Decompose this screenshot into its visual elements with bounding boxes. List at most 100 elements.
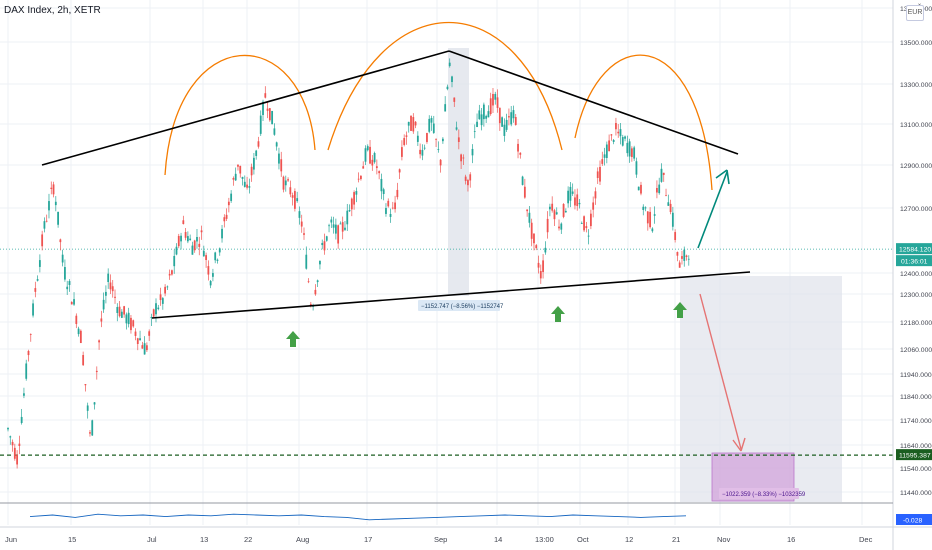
candle-body [587, 235, 590, 237]
candle-body [407, 121, 410, 126]
price-tick-label: 12900.000 [900, 163, 932, 170]
candle-body [357, 178, 360, 180]
candle-body [193, 240, 196, 251]
candle-body [476, 121, 478, 127]
candle-body [95, 370, 98, 373]
candle-body [86, 405, 89, 411]
candle-body [617, 131, 620, 134]
price-tick-label: 13500.000 [900, 40, 932, 47]
candle-body [314, 289, 317, 295]
candle-body [378, 171, 381, 174]
candle-body [485, 115, 488, 119]
price-tick-label: 11640.000 [900, 443, 932, 450]
candle-body [382, 189, 385, 195]
candle-body [325, 236, 328, 241]
candle-body [501, 117, 503, 127]
candle-body [403, 138, 406, 145]
candle-body [287, 179, 289, 181]
candle-body [603, 154, 606, 158]
candle-body [214, 252, 217, 261]
countdown-badge [896, 255, 932, 267]
candle-body [157, 307, 160, 310]
candle-body [364, 148, 367, 162]
candle-body [391, 207, 394, 209]
measure-label-2-bg [719, 488, 799, 499]
candle-body [489, 98, 492, 115]
candle-body [441, 138, 444, 142]
candle-body [551, 203, 554, 211]
candle-body [20, 416, 23, 424]
candle-body [583, 216, 585, 231]
candle-body [681, 256, 683, 259]
projection-down-line [699, 293, 742, 450]
candle-body [32, 303, 34, 316]
candle-body [624, 136, 626, 139]
candle-body [389, 213, 392, 217]
candle-body [339, 223, 342, 225]
candle-body [205, 255, 207, 260]
candle-body [665, 195, 667, 197]
candle-body [268, 108, 271, 121]
candle-body [571, 191, 574, 194]
candle-body [198, 243, 201, 247]
candle-body [307, 281, 310, 283]
candle-body [175, 246, 178, 255]
support-arrow-2 [551, 306, 565, 322]
rsi-line [29, 513, 687, 521]
candle-body [293, 191, 296, 209]
price-tick-label: 12400.000 [900, 271, 932, 278]
candle-body [537, 262, 540, 268]
candle-body [114, 296, 116, 298]
time-tick-label: Oct [577, 535, 590, 544]
current-price-badge [896, 243, 932, 255]
candle-body [91, 420, 94, 436]
candle-body [221, 228, 223, 239]
candle-body [398, 169, 401, 173]
candle-body [599, 166, 601, 182]
upper-trendline-right [448, 50, 739, 155]
projection-down-head [732, 437, 746, 452]
candle-body [321, 242, 324, 246]
candle-body [401, 147, 403, 157]
candle-body [671, 212, 674, 227]
candle-body [457, 137, 460, 142]
time-tick-label: 13 [200, 535, 208, 544]
candle-body [66, 286, 69, 290]
candle-body [564, 210, 567, 213]
candle-body [546, 218, 549, 233]
measure-label-1: −1152.747 (−8.56%) −1152747 [421, 304, 504, 310]
candle-body [218, 248, 221, 253]
candle-body [70, 301, 73, 305]
candle-body [435, 138, 437, 140]
candle-body [405, 135, 408, 137]
candle-body [225, 214, 228, 219]
candle-body [514, 117, 517, 125]
candle-body [171, 270, 173, 275]
candle-body [676, 252, 679, 256]
candle-body [601, 159, 604, 164]
currency-button[interactable]: EUR [906, 5, 924, 21]
candle-body [79, 330, 82, 344]
time-tick-label: 15 [68, 535, 76, 544]
candle-body [535, 245, 538, 249]
time-tick-label: Nov [717, 535, 731, 544]
candle-body [553, 210, 556, 220]
price-tick-label: 11940.000 [900, 372, 932, 379]
time-tick-label: Sep [434, 535, 447, 544]
candle-body [48, 201, 50, 211]
candle-body [212, 273, 214, 277]
candle-body [612, 139, 615, 142]
measure-label-1-bg [418, 300, 500, 311]
candle-body [298, 211, 301, 218]
candle-body [453, 97, 456, 102]
candle-body [278, 153, 280, 164]
support-arrow-1 [286, 331, 300, 347]
candle-body [360, 175, 362, 180]
candle-body [130, 317, 132, 331]
candle-body [387, 200, 390, 207]
candle-body [348, 210, 351, 212]
candle-body [542, 260, 544, 273]
candle-body [227, 201, 230, 206]
candle-body [642, 206, 645, 210]
